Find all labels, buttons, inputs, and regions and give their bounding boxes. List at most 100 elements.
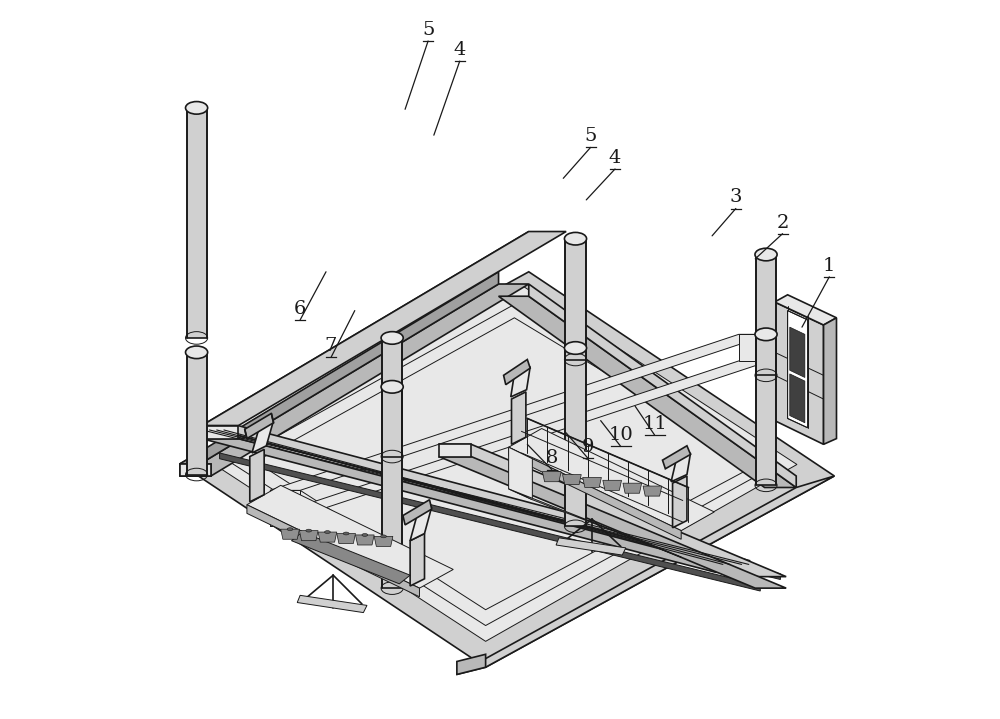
Polygon shape <box>270 490 300 526</box>
Polygon shape <box>202 426 238 439</box>
Text: 2: 2 <box>776 214 789 232</box>
Text: 3: 3 <box>730 188 742 206</box>
Polygon shape <box>220 453 760 591</box>
Polygon shape <box>563 475 581 485</box>
Ellipse shape <box>381 331 403 344</box>
Polygon shape <box>504 360 530 385</box>
Polygon shape <box>439 457 786 588</box>
Polygon shape <box>252 421 274 453</box>
Polygon shape <box>270 516 300 526</box>
Polygon shape <box>775 295 836 325</box>
Text: 9: 9 <box>581 438 594 456</box>
Polygon shape <box>529 284 796 487</box>
Polygon shape <box>565 348 586 526</box>
Polygon shape <box>297 595 367 613</box>
Polygon shape <box>187 352 207 475</box>
Polygon shape <box>511 367 530 397</box>
Polygon shape <box>509 447 532 500</box>
Ellipse shape <box>325 531 330 533</box>
Polygon shape <box>250 449 264 502</box>
Polygon shape <box>790 374 805 423</box>
Polygon shape <box>299 531 318 541</box>
Polygon shape <box>245 413 274 439</box>
Polygon shape <box>281 529 299 539</box>
Polygon shape <box>318 532 337 542</box>
Polygon shape <box>756 255 776 375</box>
Polygon shape <box>788 311 808 428</box>
Ellipse shape <box>362 533 368 536</box>
Text: 4: 4 <box>609 149 621 167</box>
Polygon shape <box>603 480 622 490</box>
Polygon shape <box>240 441 780 580</box>
Polygon shape <box>291 532 410 584</box>
Polygon shape <box>512 392 526 444</box>
Polygon shape <box>382 338 402 457</box>
Text: 5: 5 <box>584 127 597 145</box>
Polygon shape <box>270 361 770 516</box>
Polygon shape <box>509 447 681 539</box>
Polygon shape <box>382 387 402 588</box>
Ellipse shape <box>755 248 777 261</box>
Polygon shape <box>439 444 786 577</box>
Text: 4: 4 <box>454 41 466 59</box>
Polygon shape <box>509 489 681 557</box>
Polygon shape <box>583 477 601 487</box>
Text: 7: 7 <box>325 337 337 355</box>
Polygon shape <box>662 446 691 469</box>
Text: 10: 10 <box>608 426 633 444</box>
Polygon shape <box>542 472 561 482</box>
Polygon shape <box>247 485 453 588</box>
Text: 1: 1 <box>823 257 835 275</box>
Polygon shape <box>775 302 824 444</box>
Polygon shape <box>824 318 836 444</box>
Polygon shape <box>671 453 691 482</box>
Polygon shape <box>211 286 797 641</box>
Polygon shape <box>499 296 796 487</box>
Ellipse shape <box>343 532 349 535</box>
Ellipse shape <box>186 101 208 114</box>
Ellipse shape <box>287 528 293 531</box>
Text: 5: 5 <box>422 21 434 39</box>
Polygon shape <box>180 464 211 476</box>
Polygon shape <box>673 476 687 528</box>
Polygon shape <box>202 232 529 439</box>
Polygon shape <box>556 538 626 555</box>
Polygon shape <box>355 535 374 545</box>
Polygon shape <box>756 334 776 485</box>
Polygon shape <box>410 533 425 586</box>
Polygon shape <box>270 490 300 500</box>
Polygon shape <box>180 272 499 476</box>
Polygon shape <box>270 334 770 490</box>
Polygon shape <box>337 533 355 544</box>
Text: 8: 8 <box>546 449 558 467</box>
Polygon shape <box>180 272 834 667</box>
Polygon shape <box>180 284 529 476</box>
Ellipse shape <box>306 529 312 532</box>
Polygon shape <box>374 536 393 546</box>
Polygon shape <box>739 334 770 361</box>
Polygon shape <box>247 505 419 597</box>
Polygon shape <box>790 327 805 377</box>
Polygon shape <box>187 108 207 338</box>
Ellipse shape <box>755 328 777 341</box>
Polygon shape <box>202 232 566 426</box>
Polygon shape <box>202 426 750 561</box>
Text: 6: 6 <box>294 300 306 318</box>
Text: 11: 11 <box>642 415 667 433</box>
Polygon shape <box>403 500 432 525</box>
Polygon shape <box>180 464 211 476</box>
Polygon shape <box>509 429 714 531</box>
Polygon shape <box>643 486 662 496</box>
Ellipse shape <box>564 232 587 245</box>
Ellipse shape <box>186 346 208 359</box>
Polygon shape <box>623 483 642 493</box>
Ellipse shape <box>381 380 403 393</box>
Polygon shape <box>439 444 471 457</box>
Polygon shape <box>565 239 586 360</box>
Polygon shape <box>410 507 432 541</box>
Polygon shape <box>202 439 750 572</box>
Polygon shape <box>457 476 834 674</box>
Ellipse shape <box>564 342 587 354</box>
Ellipse shape <box>381 535 386 538</box>
Polygon shape <box>457 654 486 674</box>
